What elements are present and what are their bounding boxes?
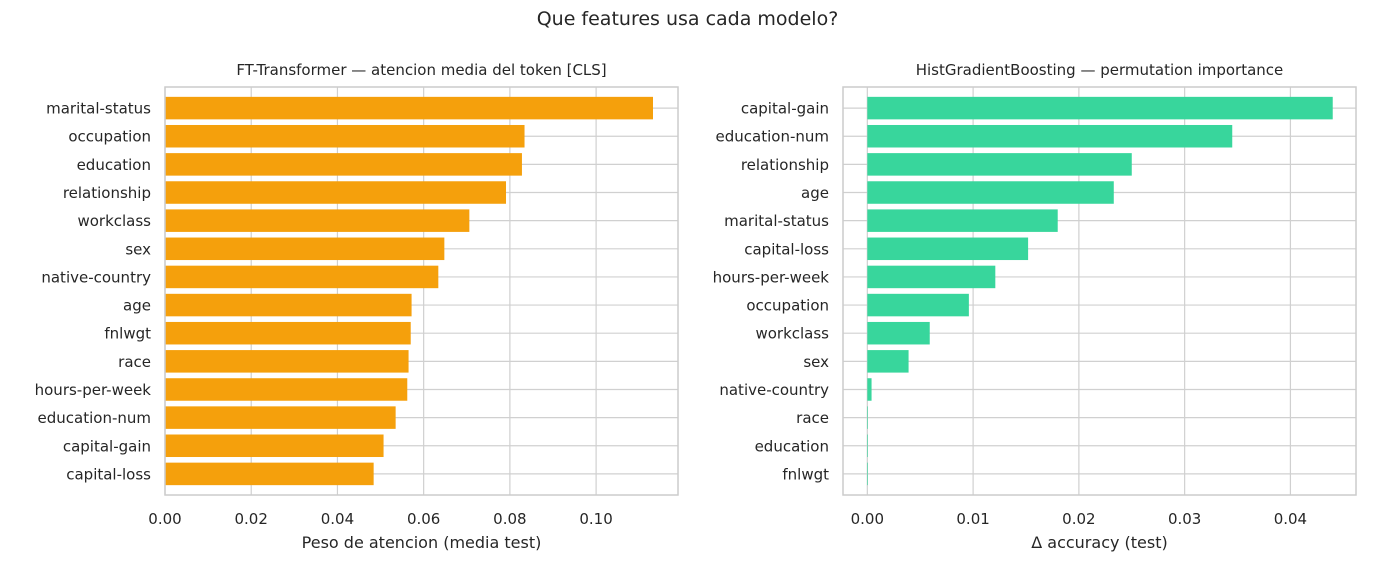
bar-age bbox=[165, 293, 412, 317]
y-tick-label: relationship bbox=[741, 156, 829, 174]
axes-frame bbox=[164, 86, 679, 496]
bar-native-country bbox=[165, 265, 439, 289]
bar-education bbox=[165, 153, 522, 176]
bar-marital-status bbox=[165, 96, 653, 120]
bar-fnlwgt bbox=[867, 462, 868, 486]
bar-relationship bbox=[165, 181, 506, 204]
y-tick-label: education-num bbox=[38, 409, 151, 427]
bar-race bbox=[165, 350, 409, 373]
y-tick-label: hours-per-week bbox=[713, 268, 830, 286]
panel-title: HistGradientBoosting — permutation impor… bbox=[916, 61, 1284, 79]
axes-frame bbox=[842, 86, 1357, 496]
y-tick-label: education-num bbox=[716, 128, 829, 146]
x-tick-label: 0.08 bbox=[493, 510, 526, 528]
bar-marital-status bbox=[867, 209, 1058, 232]
x-tick-label: 0.04 bbox=[321, 510, 354, 528]
bar-sex bbox=[867, 350, 909, 373]
bar-education bbox=[867, 434, 868, 458]
x-tick-label: 0.00 bbox=[148, 510, 181, 528]
bar-occupation bbox=[867, 293, 969, 317]
x-tick-label: 0.02 bbox=[1062, 510, 1095, 528]
y-tick-label: occupation bbox=[68, 128, 151, 146]
y-tick-label: capital-loss bbox=[66, 465, 151, 483]
y-tick-label: capital-gain bbox=[741, 100, 829, 118]
y-tick-label: marital-status bbox=[46, 100, 151, 118]
bar-relationship bbox=[867, 153, 1132, 176]
y-tick-label: race bbox=[796, 409, 829, 427]
panel-title: FT-Transformer — atencion media del toke… bbox=[236, 61, 606, 79]
y-tick-label: marital-status bbox=[724, 212, 829, 230]
y-tick-label: workclass bbox=[77, 212, 151, 230]
bar-native-country bbox=[867, 378, 872, 401]
bar-education-num bbox=[867, 124, 1233, 148]
bar-capital-gain bbox=[165, 434, 384, 458]
y-tick-label: fnlwgt bbox=[782, 465, 829, 483]
y-tick-label: workclass bbox=[755, 325, 829, 343]
bar-occupation bbox=[165, 124, 525, 148]
y-tick-label: education bbox=[755, 437, 829, 455]
x-tick-label: 0.01 bbox=[956, 510, 989, 528]
bar-capital-loss bbox=[867, 237, 1029, 261]
x-tick-label: 0.02 bbox=[235, 510, 268, 528]
y-tick-label: age bbox=[801, 184, 829, 202]
bar-fnlwgt bbox=[165, 321, 411, 345]
x-tick-label: 0.03 bbox=[1168, 510, 1201, 528]
bar-hours-per-week bbox=[867, 265, 996, 289]
bar-education-num bbox=[165, 406, 396, 429]
bar-workclass bbox=[165, 209, 470, 232]
x-tick-label: 0.06 bbox=[407, 510, 440, 528]
x-tick-label: 0.10 bbox=[579, 510, 612, 528]
y-tick-label: sex bbox=[125, 240, 151, 258]
bar-capital-gain bbox=[867, 96, 1333, 120]
bar-sex bbox=[165, 237, 445, 261]
chart-panel-2: 0.00 0.01 0.02 0.03 0.04 capital-gain educatio… bbox=[713, 61, 1357, 552]
y-tick-label: native-country bbox=[41, 268, 151, 286]
x-tick-label: 0.04 bbox=[1274, 510, 1307, 528]
x-axis-label: Peso de atencion (media test) bbox=[302, 533, 542, 552]
y-tick-label: fnlwgt bbox=[104, 325, 151, 343]
y-tick-label: sex bbox=[803, 353, 829, 371]
x-tick-label: 0.00 bbox=[851, 510, 884, 528]
bar-hours-per-week bbox=[165, 378, 408, 401]
bar-race bbox=[867, 406, 868, 429]
y-tick-label: relationship bbox=[63, 184, 151, 202]
bar-age bbox=[867, 181, 1114, 204]
y-tick-label: age bbox=[123, 297, 151, 315]
y-tick-label: capital-gain bbox=[63, 437, 151, 455]
y-tick-label: capital-loss bbox=[744, 240, 829, 258]
chart-panel-1: 0.00 0.02 0.04 0.06 0.08 0.10 marital-status oc… bbox=[35, 61, 679, 552]
y-tick-label: education bbox=[77, 156, 151, 174]
y-tick-label: race bbox=[118, 353, 151, 371]
figure-title: Que features usa cada modelo? bbox=[536, 8, 839, 30]
y-tick-label: occupation bbox=[746, 297, 829, 315]
x-axis-label: Δ accuracy (test) bbox=[1031, 533, 1168, 552]
bar-capital-loss bbox=[165, 462, 374, 486]
bar-workclass bbox=[867, 321, 930, 345]
y-tick-label: native-country bbox=[719, 381, 829, 399]
y-tick-label: hours-per-week bbox=[35, 381, 152, 399]
